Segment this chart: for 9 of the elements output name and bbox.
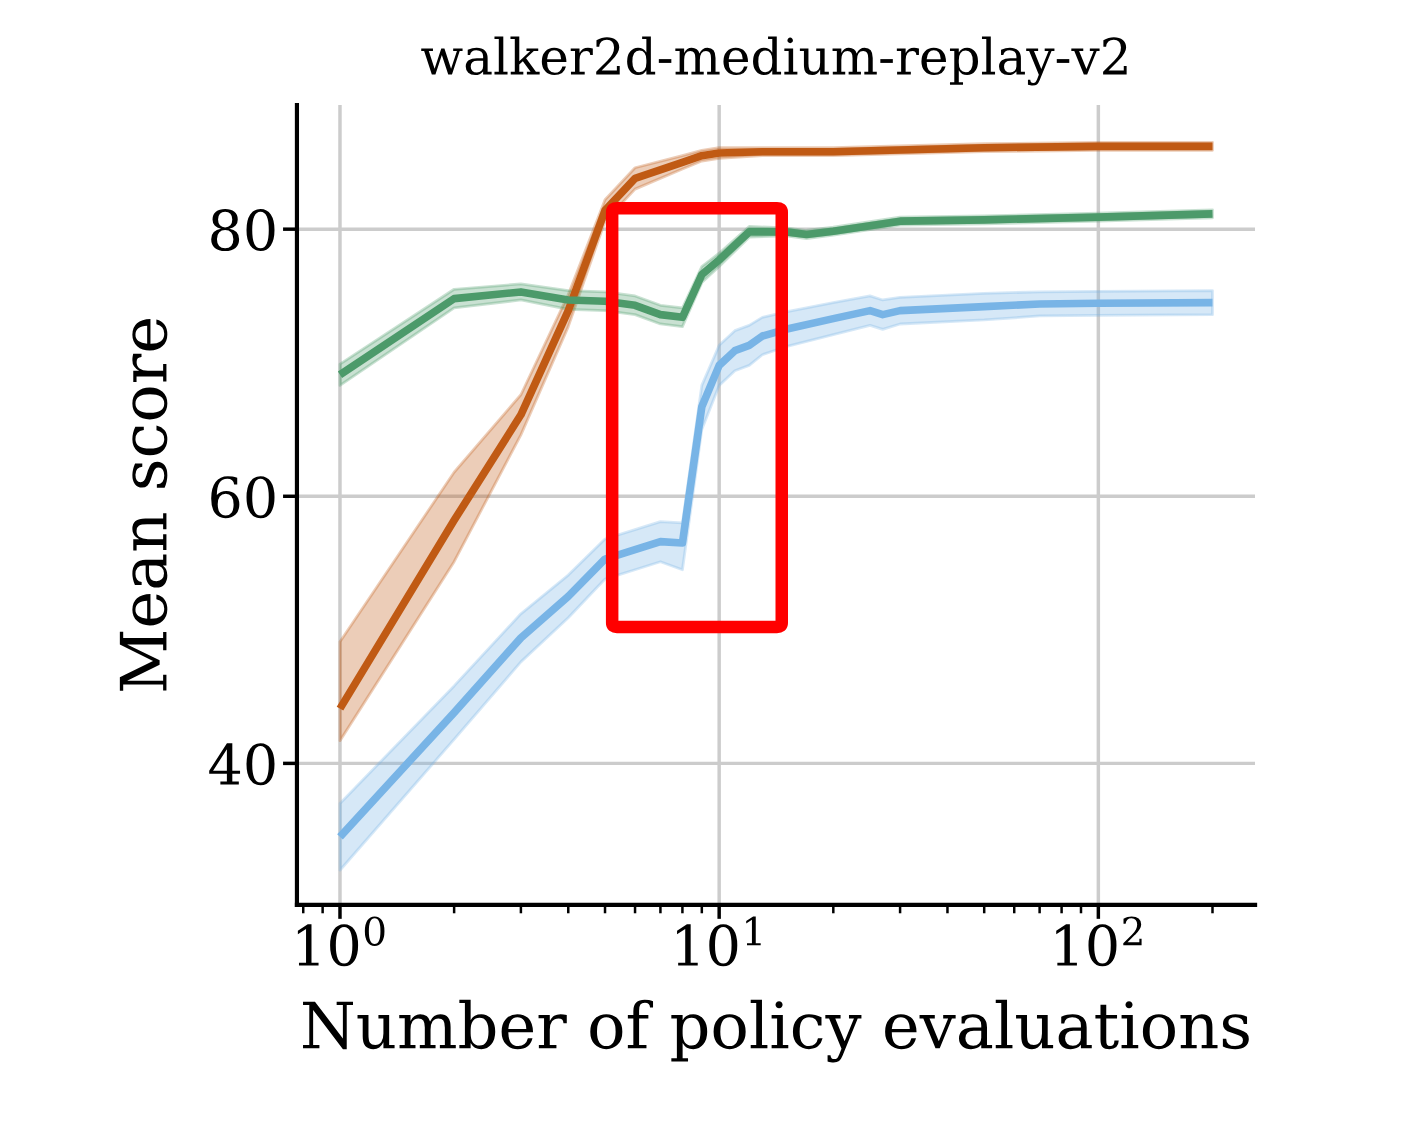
x-axis-title: Number of policy evaluations [303,999,1249,1063]
y-tick-label: 80 [211,209,275,252]
x-tick-label: 10$^{0}$ [297,916,385,967]
x-tick-label: 10$^{1}$ [677,916,761,967]
y-tick-label: 60 [211,476,275,519]
y-axis-title: Mean score [119,319,168,691]
x-tick-label: 10$^{2}$ [1056,916,1142,967]
y-tick-label: 40 [209,743,275,786]
chart-title: walker2d-medium-replay-v2 [421,36,1127,86]
